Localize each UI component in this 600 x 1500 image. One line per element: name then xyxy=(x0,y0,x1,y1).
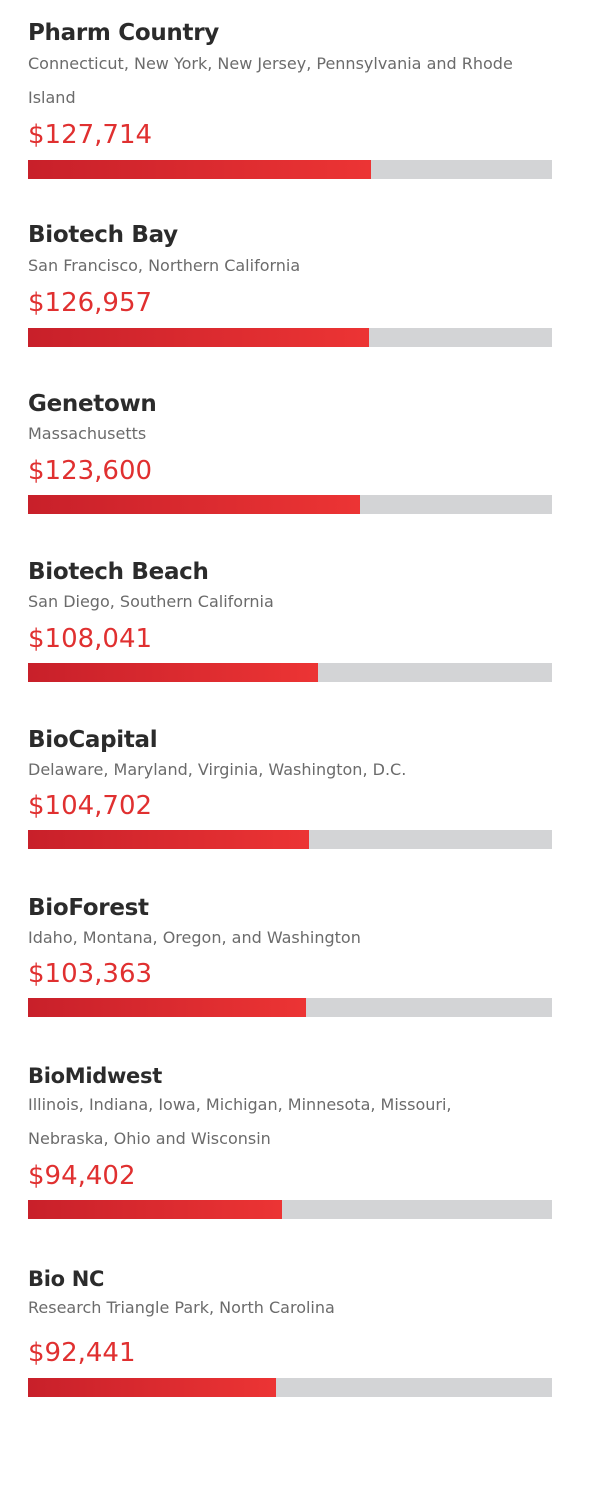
salary-bar-track xyxy=(28,1200,552,1219)
salary-bar-track xyxy=(28,1378,552,1397)
cluster-name: Pharm Country xyxy=(28,20,219,46)
cluster-region: Delaware, Maryland, Virginia, Washington… xyxy=(28,760,407,779)
salary-bar-track xyxy=(28,663,552,682)
cluster-salary-label: $127,714 xyxy=(28,120,153,150)
salary-bar-track xyxy=(28,998,552,1017)
cluster-name: Biotech Beach xyxy=(28,559,209,585)
cluster-salary-label: $103,363 xyxy=(28,959,153,989)
cluster-salary-label: $126,957 xyxy=(28,288,153,318)
cluster-name: Genetown xyxy=(28,391,157,417)
cluster-name: Biotech Bay xyxy=(28,222,178,248)
cluster-region: Idaho, Montana, Oregon, and Washington xyxy=(28,928,361,947)
cluster-region: San Diego, Southern California xyxy=(28,592,274,611)
cluster-salary-label: $94,402 xyxy=(28,1161,136,1191)
cluster-salary-label: $108,041 xyxy=(28,624,153,654)
cluster-name: Bio NC xyxy=(28,1267,105,1291)
salary-bar xyxy=(28,663,318,682)
cluster-region: Connecticut, New York, New Jersey, Penns… xyxy=(28,54,513,107)
cluster-region: Research Triangle Park, North Carolina xyxy=(28,1298,335,1317)
cluster-name: BioCapital xyxy=(28,727,158,753)
cluster-salary-label: $104,702 xyxy=(28,791,153,821)
cluster-name: BioMidwest xyxy=(28,1064,162,1088)
salary-bar-track xyxy=(28,495,552,514)
cluster-name: BioForest xyxy=(28,895,149,921)
salary-bar xyxy=(28,495,360,514)
cluster-region: San Francisco, Northern California xyxy=(28,256,301,275)
salary-bar xyxy=(28,328,369,347)
salary-bar-track xyxy=(28,830,552,849)
salary-bar xyxy=(28,1378,276,1397)
salary-bar-track xyxy=(28,160,552,179)
salary-bar xyxy=(28,998,306,1017)
salary-bar xyxy=(28,1200,282,1219)
salary-bar-track xyxy=(28,328,552,347)
salary-bar xyxy=(28,830,309,849)
salary-bar xyxy=(28,160,371,179)
cluster-region: Illinois, Indiana, Iowa, Michigan, Minne… xyxy=(28,1095,452,1148)
cluster-salary-label: $92,441 xyxy=(28,1338,136,1368)
cluster-region: Massachusetts xyxy=(28,424,147,443)
cluster-salary-label: $123,600 xyxy=(28,456,153,486)
